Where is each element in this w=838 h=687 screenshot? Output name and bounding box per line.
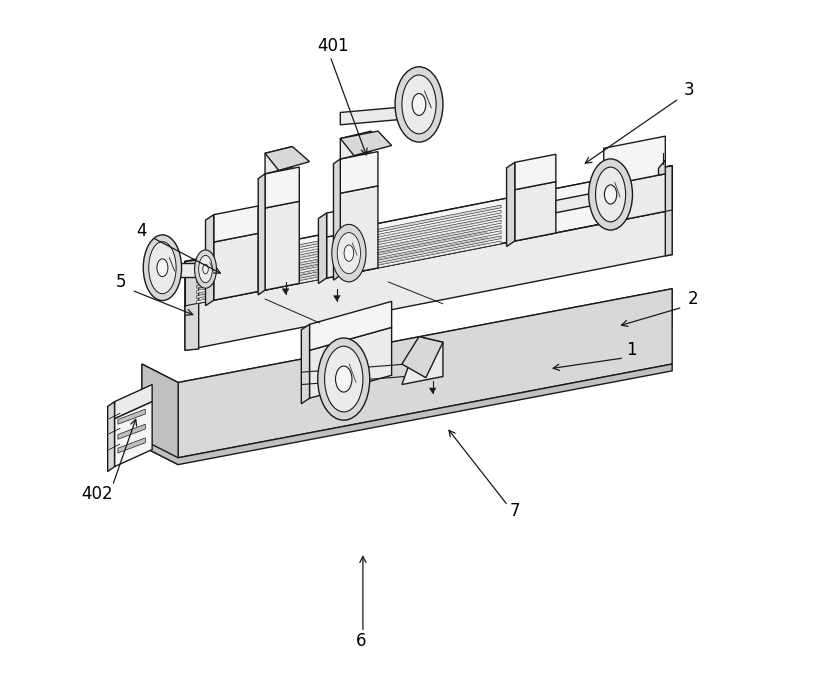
Ellipse shape [596,167,626,222]
Polygon shape [282,289,289,294]
Polygon shape [197,210,501,273]
Polygon shape [142,364,672,464]
Polygon shape [302,324,309,404]
Polygon shape [142,306,672,420]
Polygon shape [340,185,378,275]
Polygon shape [309,327,391,398]
Polygon shape [340,131,371,159]
Polygon shape [265,146,292,174]
Polygon shape [118,438,145,453]
Text: 5: 5 [116,273,127,291]
Polygon shape [197,221,501,283]
Ellipse shape [157,259,168,277]
Polygon shape [429,388,436,394]
Polygon shape [265,167,299,208]
Polygon shape [334,159,340,280]
Polygon shape [556,192,600,213]
Polygon shape [334,295,340,301]
Ellipse shape [324,346,363,412]
Polygon shape [402,337,443,378]
Polygon shape [197,215,501,278]
Ellipse shape [337,233,360,273]
Text: 402: 402 [81,485,113,503]
Polygon shape [659,160,665,175]
Polygon shape [214,206,258,242]
Polygon shape [178,289,672,458]
Ellipse shape [412,93,426,115]
Polygon shape [107,402,115,471]
Polygon shape [197,205,501,268]
Text: 4: 4 [137,222,147,240]
Text: 6: 6 [355,632,366,650]
Ellipse shape [344,245,354,261]
Ellipse shape [143,235,182,300]
Polygon shape [318,213,327,284]
Polygon shape [185,166,672,306]
Polygon shape [603,174,665,223]
Polygon shape [142,289,672,400]
Ellipse shape [148,242,176,294]
Polygon shape [507,162,515,247]
Polygon shape [118,409,145,425]
Polygon shape [340,131,391,155]
Polygon shape [197,241,501,304]
Polygon shape [142,364,178,464]
Polygon shape [402,337,443,385]
Text: 3: 3 [684,81,695,100]
Ellipse shape [194,250,216,289]
Ellipse shape [318,338,370,420]
Text: 401: 401 [318,37,349,55]
Polygon shape [340,106,409,125]
Ellipse shape [395,67,443,142]
Polygon shape [340,152,378,193]
Ellipse shape [203,264,209,274]
Ellipse shape [332,225,366,282]
Polygon shape [197,236,501,298]
Polygon shape [185,210,672,350]
Ellipse shape [199,256,212,283]
Polygon shape [214,234,258,300]
Text: 2: 2 [687,290,698,308]
Ellipse shape [335,366,352,392]
Polygon shape [515,155,556,190]
Polygon shape [265,201,299,290]
Ellipse shape [588,159,633,230]
Polygon shape [327,228,371,278]
Polygon shape [258,174,265,295]
Polygon shape [185,260,199,350]
Polygon shape [309,302,391,350]
Polygon shape [197,231,501,293]
Ellipse shape [402,75,436,134]
Polygon shape [265,146,309,170]
Ellipse shape [604,185,617,204]
Polygon shape [197,225,501,288]
Polygon shape [665,166,672,256]
Text: 1: 1 [626,341,636,359]
Polygon shape [166,263,205,277]
Polygon shape [115,402,153,466]
Polygon shape [603,136,665,186]
Text: 7: 7 [510,502,520,520]
Polygon shape [118,425,145,439]
Polygon shape [205,215,214,306]
Polygon shape [327,204,371,237]
Polygon shape [515,181,556,241]
Polygon shape [115,385,153,419]
